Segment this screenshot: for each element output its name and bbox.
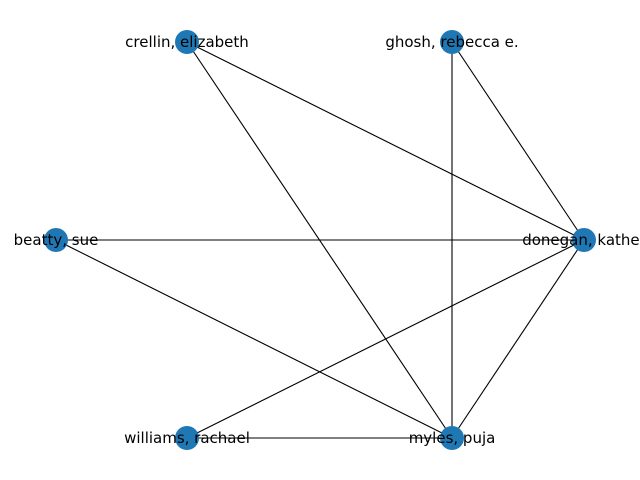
node-ghosh: [440, 30, 464, 54]
node-label-donegan: donegan, kather: [522, 231, 640, 249]
node-crellin: [175, 30, 199, 54]
nodes-layer: [44, 30, 596, 450]
edge-ghosh-donegan: [451, 41, 585, 241]
node-myles: [440, 426, 464, 450]
node-label-beatty: beatty, sue: [14, 231, 99, 249]
edge-crellin-donegan: [186, 41, 585, 241]
node-label-ghosh: ghosh, rebecca e.: [385, 33, 518, 51]
node-donegan: [572, 228, 596, 252]
node-label-myles: myles, puja: [409, 429, 496, 447]
edge-beatty-myles: [55, 239, 453, 439]
labels-layer: crellin, elizabeth ghosh, rebecca e. beatt…: [14, 33, 640, 447]
node-williams: [175, 426, 199, 450]
node-label-williams: williams, rachael: [124, 429, 250, 447]
edges-layer: [55, 41, 585, 439]
edge-donegan-myles: [451, 239, 585, 439]
edge-williams-donegan: [186, 239, 585, 439]
node-beatty: [44, 228, 68, 252]
node-label-crellin: crellin, elizabeth: [125, 33, 249, 51]
